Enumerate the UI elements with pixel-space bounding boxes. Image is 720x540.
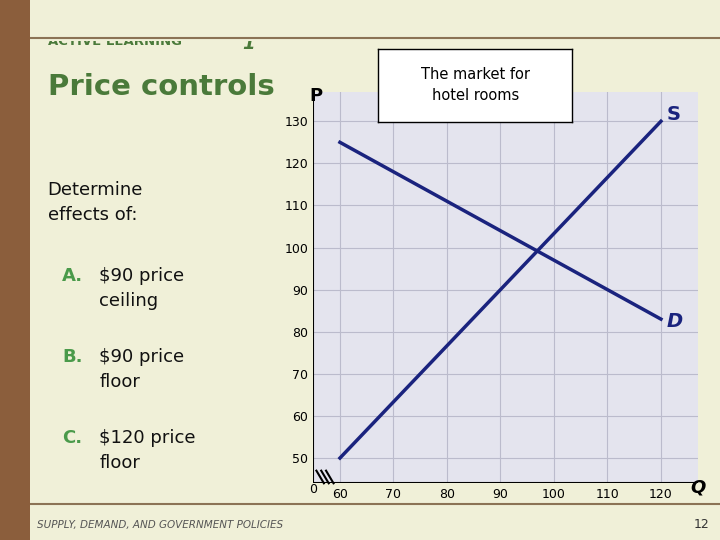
Text: $90 price
floor: $90 price floor: [99, 348, 184, 392]
Text: A.: A.: [62, 267, 83, 285]
Text: $120 price
floor: $120 price floor: [99, 429, 196, 472]
Text: Determine
effects of:: Determine effects of:: [48, 181, 143, 224]
Text: C.: C.: [62, 429, 82, 447]
Text: D: D: [666, 312, 683, 330]
Text: P: P: [310, 87, 323, 105]
Text: 12: 12: [694, 518, 710, 531]
Text: 0: 0: [309, 483, 318, 496]
Text: B.: B.: [62, 348, 82, 366]
Text: Q: Q: [690, 478, 706, 496]
Text: S: S: [666, 105, 680, 124]
Text: Price controls: Price controls: [48, 73, 274, 101]
Text: ACTIVE LEARNING: ACTIVE LEARNING: [48, 35, 191, 48]
Text: $90 price
ceiling: $90 price ceiling: [99, 267, 184, 310]
Text: SUPPLY, DEMAND, AND GOVERNMENT POLICIES: SUPPLY, DEMAND, AND GOVERNMENT POLICIES: [37, 519, 283, 530]
Text: The market for
hotel rooms: The market for hotel rooms: [420, 67, 530, 103]
Text: 1: 1: [242, 35, 254, 53]
